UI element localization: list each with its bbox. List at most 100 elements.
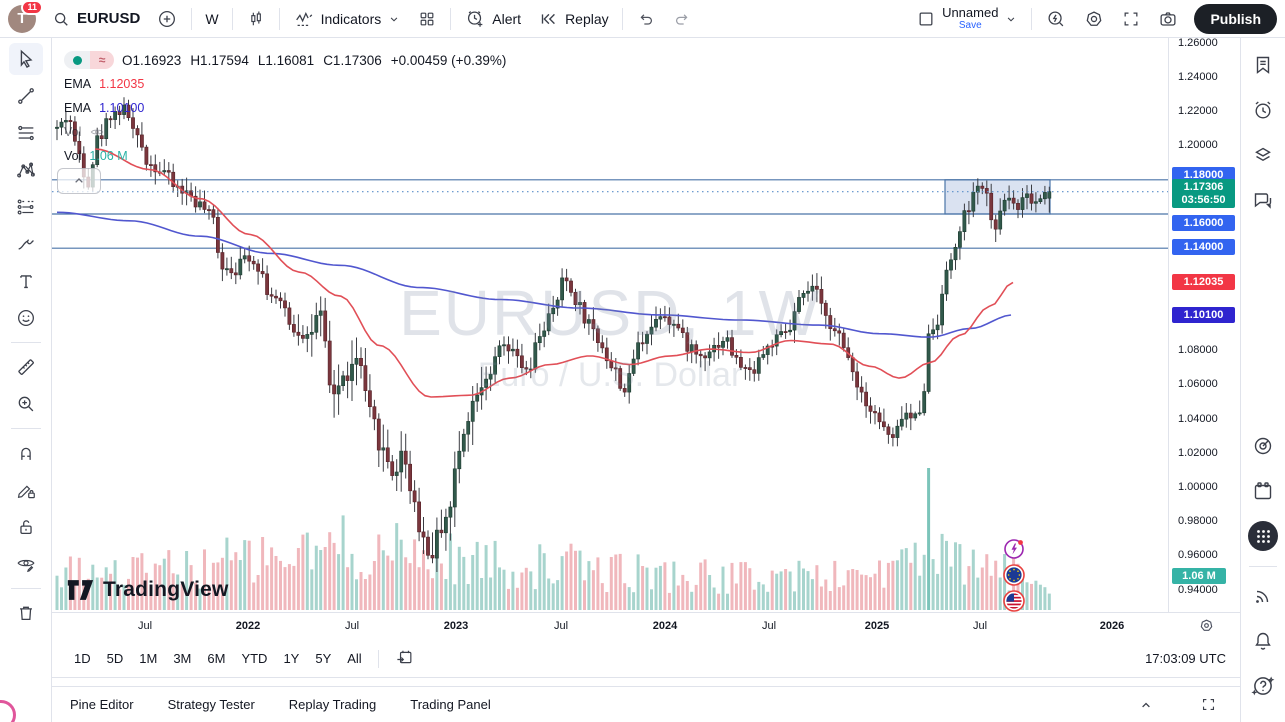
tradingview-logo[interactable]: TradingView [66,578,229,602]
tab-replay-trading[interactable]: Replay Trading [288,697,377,712]
legend-expand-button[interactable] [57,168,101,194]
price-badge-ema: 1.12035 [1172,274,1235,290]
indicator-row-ema-slow[interactable]: EMA 1.10100 [64,96,506,120]
chart-style-button[interactable] [239,5,273,33]
sidebar-divider [1249,566,1277,567]
range-1d[interactable]: 1D [66,647,99,670]
panel-maximize-button[interactable] [1194,692,1222,718]
cursor-icon [20,49,33,69]
help-button[interactable] [1246,669,1280,703]
fullscreen-button[interactable] [1114,5,1148,33]
flag-eu-icon[interactable] [1002,563,1026,592]
screener-button[interactable] [1246,429,1280,463]
streams-button[interactable] [1246,579,1280,613]
symbol-search-button[interactable]: EURUSD [44,5,147,33]
price-badge-line: 1.14000 [1172,239,1235,255]
tab-trading-panel[interactable]: Trading Panel [410,697,491,712]
range-3m[interactable]: 3M [165,647,199,670]
indicators-button[interactable]: Indicators [286,5,409,33]
tool-pattern-xabcd[interactable] [9,154,43,186]
maximize-icon [1202,698,1214,711]
alarm-clock-icon [1255,101,1271,119]
range-6m[interactable]: 6M [199,647,233,670]
calendar-button[interactable] [1246,474,1280,508]
compare-add-symbol-button[interactable] [149,5,185,33]
symbol-status-pill[interactable]: ≈ [64,51,114,69]
timezone-clock[interactable]: 17:03:09 UTC [1145,651,1226,666]
camera-icon [1160,11,1176,26]
open-value: O1.16923 [122,52,182,68]
chat-button[interactable] [1246,183,1280,217]
screenshot-button[interactable] [1150,5,1186,33]
flag-us-icon[interactable] [1002,589,1026,612]
range-1m[interactable]: 1M [131,647,165,670]
toolbar-divider [450,7,452,30]
axis-settings-gear[interactable] [1198,617,1215,639]
search-icon [54,12,68,26]
tool-trend-line[interactable] [9,80,43,112]
tool-hide-drawings[interactable] [9,548,43,580]
indicator-value: 1.06 M [89,149,128,163]
range-1y[interactable]: 1Y [275,647,307,670]
save-label[interactable]: Save [958,20,982,32]
symbol-legend-row[interactable]: ≈ O1.16923 H1.17594 L1.16081 C1.17306 +0… [64,48,506,72]
tool-measure[interactable] [9,351,43,383]
range-all[interactable]: All [339,647,369,670]
chart-settings-button[interactable] [1076,5,1112,33]
layout-select-button[interactable]: Unnamed Save [909,5,1025,33]
apps-menu-button[interactable] [1246,519,1280,553]
tradingview-logo-text: TradingView [103,578,229,601]
redo-button[interactable] [665,5,699,33]
indicator-templates-button[interactable] [410,5,444,33]
change-value: +0.00459 (+0.39%) [390,52,507,68]
tool-cursor[interactable] [8,43,43,75]
price-axis[interactable]: 1.26000 1.24000 1.22000 1.20000 1.08000 1.060… [1168,37,1240,612]
tool-text[interactable] [9,265,43,297]
tool-lock-all-drawings[interactable] [9,511,43,543]
indicator-row-vol-hover[interactable]: Vol [64,120,506,144]
price-tick: 1.26000 [1178,37,1218,49]
bottom-tabs: Pine Editor Strategy Tester Replay Trading… [70,697,491,712]
ruler-icon [17,359,34,375]
tool-zoom-in[interactable] [9,388,43,420]
indicator-row-volume[interactable]: Vol 1.06 M [64,144,506,168]
tool-magnet[interactable] [9,437,43,469]
go-to-date-icon [397,650,412,663]
tab-pine-editor[interactable]: Pine Editor [70,697,134,712]
replay-button[interactable]: Replay [530,5,616,33]
range-ytd[interactable]: YTD [233,647,275,670]
date-range-bar: 1D 5D 1M 3M 6M YTD 1Y 5Y All 17:03:09 UTC [52,640,1240,678]
tool-brush[interactable] [9,228,43,260]
tool-emoji[interactable] [9,302,43,334]
undo-button[interactable] [629,5,663,33]
layers-icon [1255,147,1271,162]
object-tree-button[interactable] [1246,138,1280,172]
fib-retracement-icon [17,125,34,141]
publish-button[interactable]: Publish [1194,3,1277,34]
go-to-date-button[interactable] [387,644,422,674]
interval-button[interactable]: W [198,5,225,33]
panel-expand-button[interactable] [1132,692,1160,718]
alert-button[interactable]: Alert [457,5,528,33]
indicator-row-ema-fast[interactable]: EMA 1.12035 [64,72,506,96]
user-menu-button[interactable]: T 11 [8,0,43,33]
economic-event-lightning-icon[interactable] [1002,537,1026,566]
tool-drawing-mode-lock[interactable] [9,474,43,506]
time-tick-month: Jul [972,620,988,632]
time-axis[interactable]: Jul 2022 Jul 2023 Jul 2024 Jul 2025 Jul 2026 [52,612,1240,640]
notifications-button[interactable] [1246,624,1280,658]
tab-strategy-tester[interactable]: Strategy Tester [167,697,255,712]
tool-forecast[interactable] [9,191,43,223]
alerts-panel-button[interactable] [1246,93,1280,127]
eye-icon[interactable] [89,124,105,140]
tool-remove-drawings[interactable] [9,597,43,629]
brush-icon [17,239,34,250]
range-5d[interactable]: 5D [99,647,132,670]
range-divider [377,649,379,668]
tool-fib-retracement[interactable] [9,117,43,149]
apps-grid-icon [1256,529,1270,543]
range-5y[interactable]: 5Y [307,647,339,670]
watchlist-button[interactable] [1246,48,1280,82]
quick-search-button[interactable] [1038,5,1074,33]
chart-plot-area[interactable]: EURUSD, 1W Euro / U.S. Dollar ≈ O1.16923… [52,38,1168,612]
